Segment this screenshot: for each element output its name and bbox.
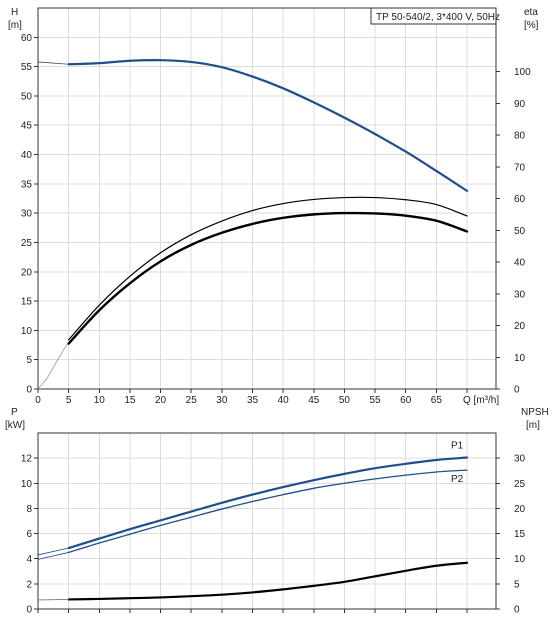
x-tick-label: 0: [35, 395, 41, 406]
chart-title: TP 50-540/2, 3*400 V, 50Hz: [376, 12, 500, 23]
x-tick-label: 45: [308, 395, 320, 406]
series-0-4-line: [37, 340, 70, 390]
y-right-tick-label: 5: [514, 579, 520, 590]
y-right-tick-label: 20: [514, 321, 526, 332]
x-tick-label: 20: [155, 395, 167, 406]
top-right-axis-unit: [%]: [524, 20, 539, 31]
x-tick-label: 25: [186, 395, 198, 406]
y-right-tick-label: 0: [514, 385, 520, 396]
y-right-tick-label: 60: [514, 194, 526, 205]
plot-frame: [37, 7, 497, 390]
y-left-tick-label: 4: [26, 554, 32, 565]
y-left-tick-label: 0: [26, 605, 32, 616]
y-left-tick-label: 50: [21, 91, 33, 102]
y-right-tick-label: 30: [514, 454, 526, 465]
series-0-0-line: [67, 59, 469, 192]
y-right-tick-label: 90: [514, 99, 526, 110]
y-left-tick-label: 60: [21, 33, 33, 44]
bottom-left-axis-unit: [kW]: [5, 420, 25, 431]
power-npsh-plot: 0 2 4 6 8 10 12 0 5 10 15 20 25 30 P1 P2: [21, 432, 526, 616]
x-tick-label: 50: [339, 395, 351, 406]
y-left-tick-label: 10: [21, 479, 33, 490]
y-left-tick-label: 2: [26, 579, 32, 590]
y-right-tick-label: 80: [514, 131, 526, 142]
x-tick-label: 65: [431, 395, 443, 406]
series-0-1-line: [37, 61, 70, 65]
x-tick-label: 5: [66, 395, 72, 406]
top-left-axis-unit: [m]: [8, 20, 22, 31]
x-tick-label: 40: [278, 395, 290, 406]
series-label-p2: P2: [451, 474, 464, 485]
x-tick-label: 35: [247, 395, 259, 406]
series-p2-line: [67, 469, 468, 554]
y-left-tick-label: 0: [26, 385, 32, 396]
y-left-tick-label: 25: [21, 238, 33, 249]
y-left-tick-label: 35: [21, 179, 33, 190]
bottom-right-axis-name: NPSH: [521, 407, 549, 418]
series-0-3-line: [67, 211, 469, 345]
bottom-left-axis-name: P: [11, 407, 18, 418]
y-left-tick-label: 40: [21, 150, 33, 161]
y-right-tick-label: 10: [514, 353, 526, 364]
y-right-tick-label: 15: [514, 529, 526, 540]
plot-frame: [37, 432, 497, 610]
y-right-tick-label: 50: [514, 226, 526, 237]
y-left-tick-label: 8: [26, 504, 32, 515]
y-left-tick-label: 45: [21, 121, 33, 132]
bottom-right-axis-unit: [m]: [526, 420, 540, 431]
y-right-tick-label: 100: [514, 67, 531, 78]
head-efficiency-plot: 0510152025303540455055600102030405060708…: [21, 7, 531, 406]
axis-labels: H [m] eta [%] P [kW] NPSH [m] TP 50-540/…: [5, 7, 549, 431]
x-axis-label: Q [m³/h]: [463, 395, 499, 406]
x-tick-label: 15: [124, 395, 136, 406]
y-right-tick-label: 0: [514, 605, 520, 616]
y-left-tick-label: 55: [21, 62, 33, 73]
x-tick-label: 60: [400, 395, 412, 406]
y-right-tick-label: 30: [514, 289, 526, 300]
y-right-tick-label: 70: [514, 162, 526, 173]
series-p1-line: [67, 456, 469, 550]
y-left-tick-label: 15: [21, 297, 33, 308]
series-1-2-line: [37, 547, 70, 556]
x-tick-label: 30: [216, 395, 228, 406]
y-right-tick-label: 25: [514, 479, 526, 490]
y-left-tick-label: 12: [21, 454, 33, 465]
top-left-axis-name: H: [11, 7, 18, 18]
y-left-tick-label: 30: [21, 209, 33, 220]
chart-title-box: [370, 7, 497, 25]
series-1-4-line: [67, 561, 469, 601]
y-left-tick-label: 6: [26, 529, 32, 540]
y-left-tick-label: 20: [21, 267, 33, 278]
series-0-2-line: [68, 196, 468, 341]
series-1-3-line: [37, 552, 70, 560]
y-right-tick-label: 10: [514, 554, 526, 565]
y-left-tick-label: 5: [26, 355, 32, 366]
y-left-tick-label: 10: [21, 326, 33, 337]
series-1-5-line: [37, 599, 70, 601]
x-tick-label: 55: [370, 395, 382, 406]
x-tick-label: 10: [94, 395, 106, 406]
y-right-tick-label: 40: [514, 258, 526, 269]
top-right-axis-name: eta: [524, 7, 538, 18]
series-label-p1: P1: [451, 441, 464, 452]
y-right-tick-label: 20: [514, 504, 526, 515]
